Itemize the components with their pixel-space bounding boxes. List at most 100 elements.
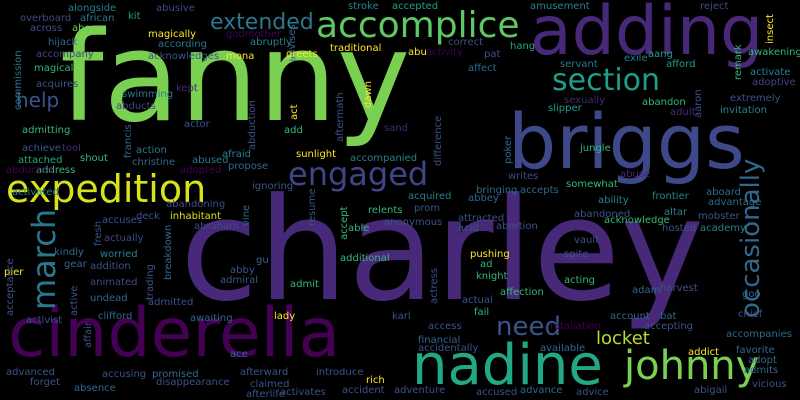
word-reject: reject — [700, 1, 729, 12]
word-afterlife: afterlife — [246, 389, 285, 400]
word-hijack: hijack — [48, 37, 78, 48]
word-account: account — [610, 311, 650, 322]
word-absence: absence — [74, 383, 116, 394]
word-altar: altar — [664, 207, 688, 218]
word-breakdown: breakdown — [163, 224, 174, 280]
word-accusing: accusing — [102, 369, 147, 380]
word-advance: advance — [520, 385, 563, 396]
word-gear: gear — [64, 259, 87, 270]
word-bat: bat — [660, 311, 677, 322]
word-according: according — [158, 39, 207, 50]
word-rich: rich — [366, 375, 385, 386]
word-acid: acid — [458, 223, 479, 234]
word-active: active — [69, 285, 80, 316]
word-addition: addition — [90, 261, 131, 272]
word-accused: accused — [476, 387, 518, 398]
word-disappearance: disappearance — [156, 377, 230, 388]
word-anonymous: anonymous — [384, 217, 443, 228]
word-aaron: aaron — [693, 89, 704, 118]
word-actually: actually — [104, 233, 144, 244]
word-aboard: aboard — [706, 187, 742, 198]
word-commission: commission — [13, 50, 24, 110]
word-stroke: stroke — [348, 1, 379, 12]
word-action: action — [136, 145, 167, 156]
word-goo: goo — [742, 289, 761, 300]
word-overboard: overboard — [20, 13, 72, 24]
word-gu: gu — [256, 255, 269, 266]
word-retaliation: retaliation — [550, 321, 601, 332]
word-writes: writes — [508, 171, 539, 182]
word-acknowledge: acknowledge — [604, 215, 670, 226]
word-invitation: invitation — [720, 105, 768, 116]
word-kept: kept — [176, 83, 198, 94]
word-admiral: admiral — [220, 275, 259, 286]
word-activates: activates — [280, 387, 326, 398]
word-christine: christine — [132, 157, 176, 168]
word-admitted: admitted — [148, 297, 194, 308]
word-abu: abu — [408, 47, 427, 58]
word-resume: resume — [307, 188, 318, 227]
word-abandon: abandon — [642, 97, 686, 108]
word-help: help — [16, 88, 60, 112]
word-awaiting: awaiting — [190, 313, 233, 324]
word-african: african — [80, 13, 115, 24]
word-actual: actual — [462, 295, 493, 306]
word-claimed: claimed — [250, 379, 290, 390]
word-abortion: abortion — [496, 221, 538, 232]
word-vault: vault — [574, 235, 600, 246]
word-jungle: jungle — [580, 143, 611, 154]
word-advanced: advanced — [6, 367, 55, 378]
word-abby: abby — [230, 265, 255, 276]
word-adopt: adopt — [748, 355, 777, 366]
word-adding: adding — [530, 0, 764, 71]
word-pushing: pushing — [470, 249, 510, 260]
word-adopted: adopted — [180, 165, 222, 176]
word-attached: attached — [18, 155, 63, 166]
word-poker: poker — [503, 135, 514, 164]
word-awakening: awakening — [748, 47, 800, 58]
word-bringing: bringing — [476, 185, 518, 196]
word-abducts: abducts — [116, 101, 156, 112]
word-acquires: acquires — [36, 79, 79, 90]
word-briggs: briggs — [508, 97, 745, 186]
word-animated: animated — [90, 277, 138, 288]
word-access: access — [428, 321, 462, 332]
word-financial: financial — [418, 335, 461, 346]
word-abruptly: abruptly — [250, 37, 292, 48]
word-aftermath: aftermath — [335, 92, 346, 142]
word-admits: admits — [744, 365, 779, 376]
word-abraham: abraham — [194, 221, 239, 232]
word-adult: adult — [670, 107, 696, 118]
word-accuses: accuses — [102, 215, 143, 226]
word-mona: mona — [226, 51, 255, 62]
word-adam: adam — [632, 285, 661, 296]
word-nadine: nadine — [412, 333, 603, 398]
word-accepts: accepts — [520, 185, 559, 196]
word-engaged: engaged — [288, 155, 429, 193]
word-fanny: fanny — [60, 6, 411, 150]
word-sunlight: sunlight — [296, 149, 337, 160]
word-activated: activated — [12, 187, 59, 198]
word-chief: chief — [738, 309, 763, 320]
word-actress: actress — [429, 267, 440, 304]
word-dawn: dawn — [363, 81, 374, 108]
word-sexually: sexually — [564, 95, 606, 106]
word-pier: pier — [4, 267, 24, 278]
word-ignoring: ignoring — [252, 181, 294, 192]
word-vine: vine — [241, 204, 252, 226]
word-accompanied: accompanied — [350, 153, 418, 164]
word-kit: kit — [128, 11, 141, 22]
word-accept: accept — [339, 206, 350, 240]
word-acknowledges: acknowledges — [148, 51, 220, 62]
word-swimming: swimming — [122, 89, 174, 100]
word-forget: forget — [30, 377, 60, 388]
word-accident: accident — [342, 385, 385, 396]
word-accidentally: accidentally — [418, 343, 479, 354]
word-magical: magical — [34, 63, 74, 74]
word-abduction: abduction — [247, 100, 258, 150]
word-somewhat: somewhat — [566, 179, 618, 190]
word-relents: relents — [368, 205, 403, 216]
word-traditional: traditional — [330, 43, 382, 54]
word-karl: karl — [392, 311, 411, 322]
